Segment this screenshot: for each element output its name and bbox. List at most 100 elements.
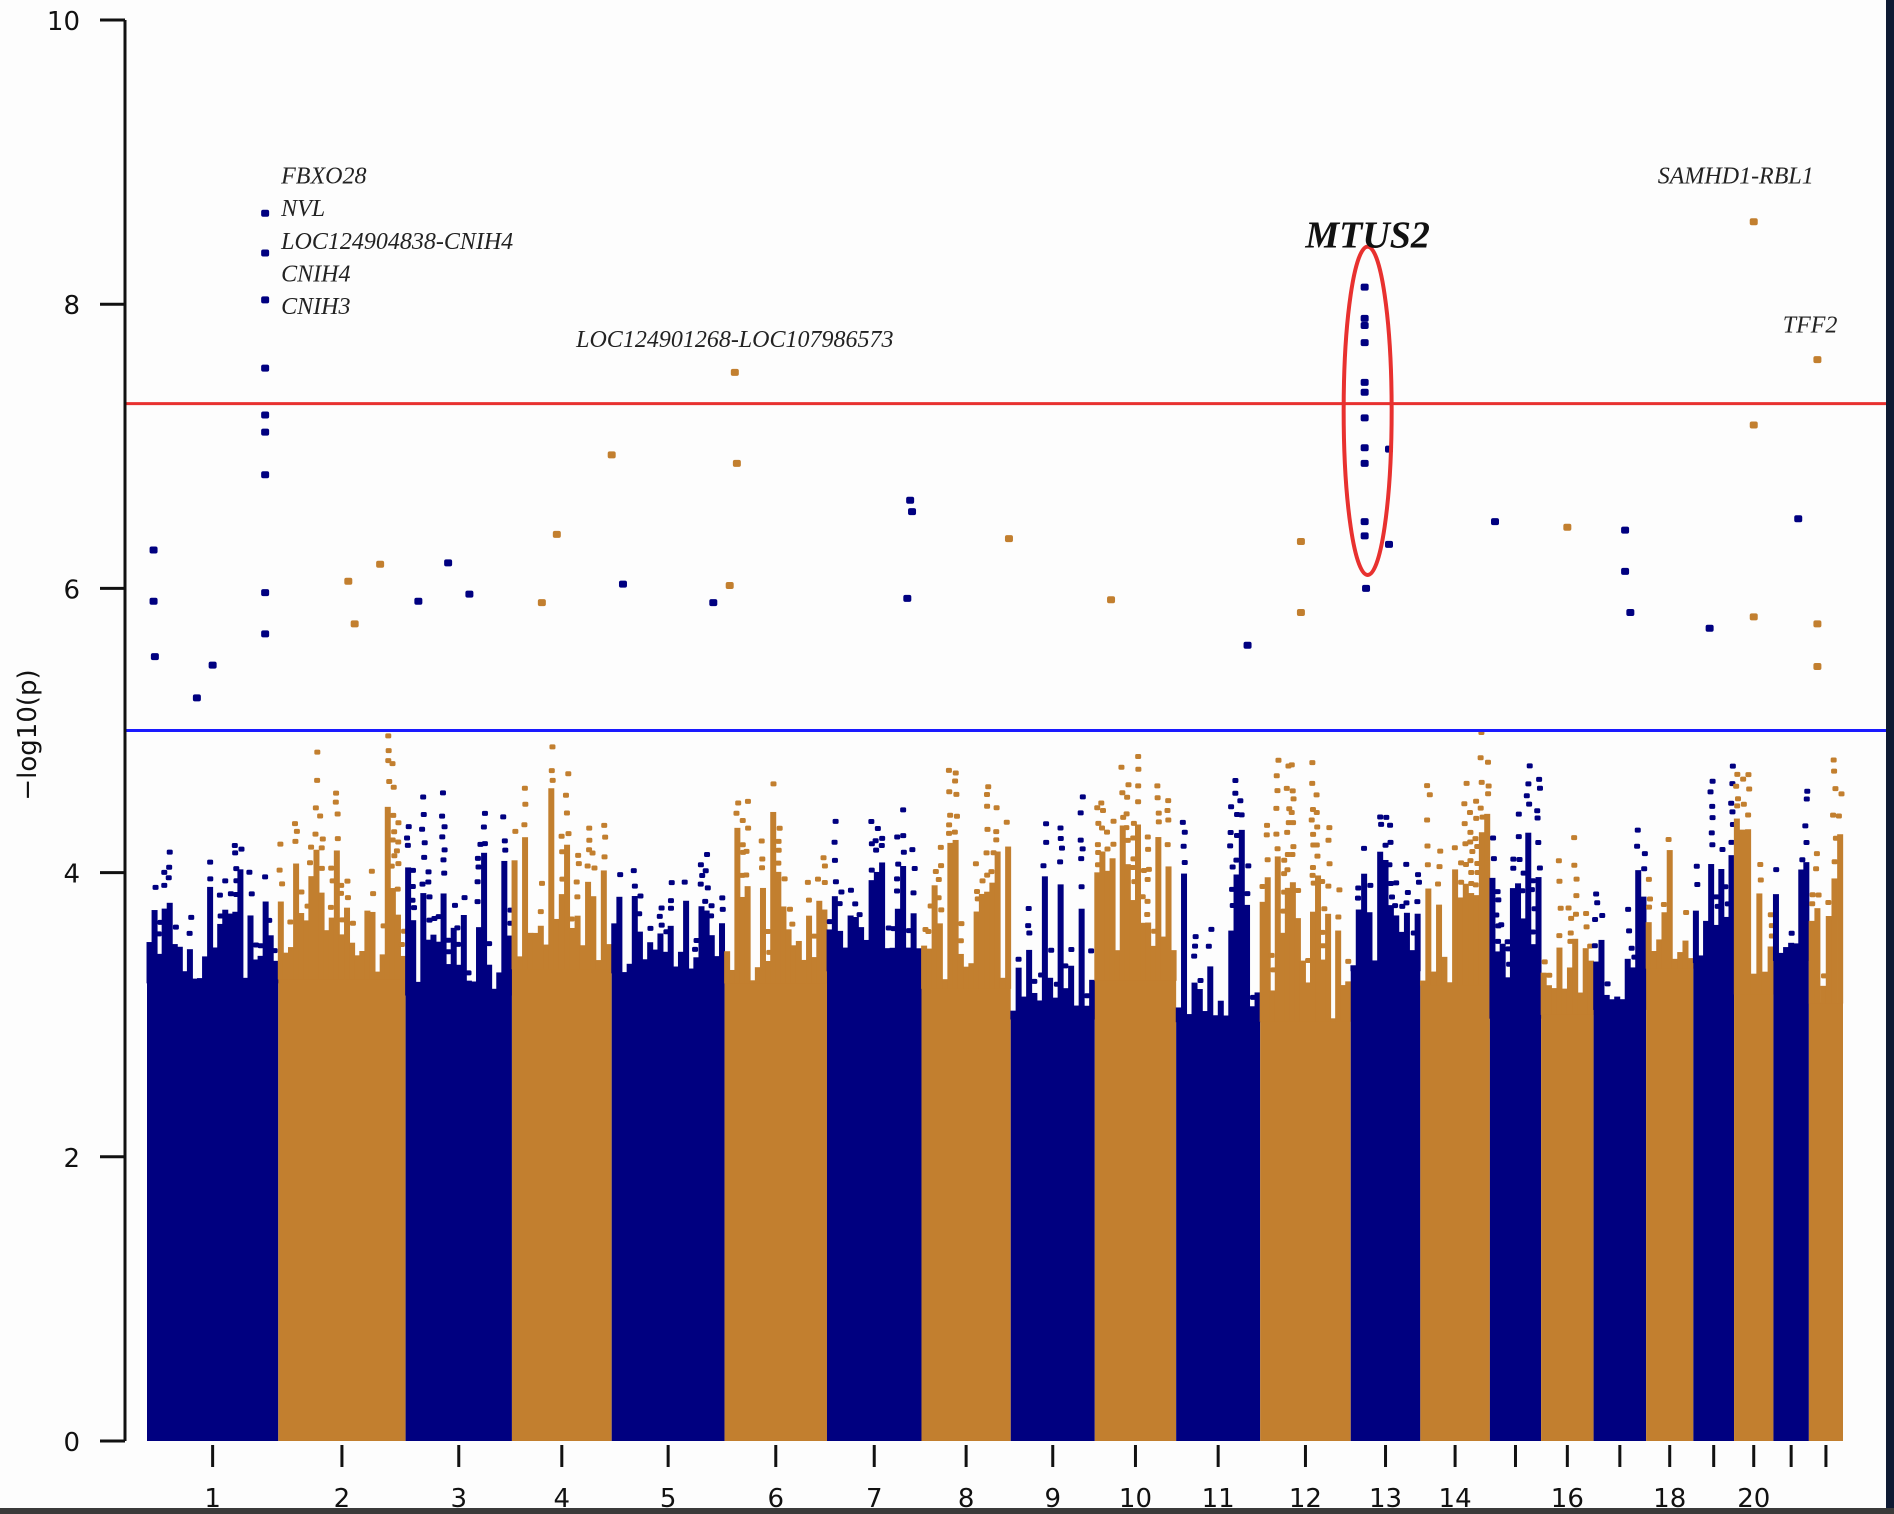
top-snp-point (414, 597, 423, 605)
snp-point (1692, 910, 1699, 964)
snp-point (1728, 855, 1735, 964)
snp-point (708, 903, 715, 909)
snp-point (837, 930, 844, 972)
snp-point (946, 822, 953, 828)
snp-point (1510, 856, 1517, 862)
snp-point (481, 852, 488, 996)
snp-point (181, 971, 188, 984)
snp-point (657, 933, 664, 974)
snp-point (884, 948, 891, 972)
snp-point (601, 822, 608, 828)
snp-point (1025, 923, 1032, 929)
snp-point (1515, 834, 1522, 840)
snp-point (405, 824, 412, 830)
snp-point (398, 941, 405, 947)
snp-point (257, 943, 264, 949)
snp-point (958, 921, 965, 927)
snp-point (1719, 847, 1726, 853)
top-snp-point (261, 296, 270, 304)
snp-point (1461, 801, 1468, 807)
snp-point (1831, 768, 1838, 774)
snp-point (672, 966, 679, 974)
snp-point (878, 843, 885, 849)
snp-point (936, 923, 943, 989)
snp-point (1212, 1015, 1219, 1023)
snp-point (1661, 912, 1668, 969)
top-snp-point (1360, 283, 1369, 291)
snp-point (563, 810, 570, 816)
snp-point (1273, 773, 1280, 779)
snp-point (1472, 836, 1479, 842)
snp-point (1666, 850, 1673, 969)
snp-point (1192, 943, 1199, 949)
snp-point (894, 876, 901, 882)
chromosome-block-16 (1541, 1013, 1594, 1441)
x-tick-label-chr2: 2 (334, 1484, 351, 1514)
snp-point (1310, 831, 1317, 837)
snp-point (500, 814, 507, 820)
snp-point (1238, 812, 1245, 818)
snp-point (1414, 913, 1421, 972)
snp-point (1355, 885, 1362, 891)
snp-point (743, 848, 750, 854)
snp-point (1803, 839, 1810, 845)
top-snp-point (1813, 620, 1822, 628)
snp-point (1734, 803, 1741, 809)
snp-point (1325, 837, 1332, 843)
snp-point (388, 863, 395, 869)
snp-point (573, 879, 580, 885)
snp-point (1709, 778, 1716, 784)
gene-label-loc124901268-loc107986573: LOC124901268-LOC107986573 (575, 327, 893, 353)
snp-point (1462, 841, 1469, 847)
snp-point (1555, 858, 1562, 864)
snp-point (1573, 893, 1580, 899)
snp-point (1259, 884, 1266, 890)
snp-point (565, 831, 572, 837)
top-snp-point (1794, 515, 1803, 523)
snp-point (729, 969, 736, 984)
snp-point (1196, 989, 1203, 1023)
snp-point (217, 923, 224, 984)
snp-point (1336, 887, 1343, 893)
snp-point (1228, 930, 1235, 1023)
snp-point (1529, 878, 1536, 884)
snp-point (1068, 965, 1075, 1020)
snp-point (1804, 788, 1811, 794)
snp-point (465, 980, 472, 996)
snp-point (1802, 823, 1809, 829)
snp-point (1458, 879, 1465, 885)
snp-point (1144, 834, 1151, 840)
snp-point (601, 854, 608, 860)
snp-point (1728, 839, 1735, 845)
snp-point (1197, 977, 1204, 983)
snp-point (465, 970, 472, 976)
snp-point (439, 813, 446, 819)
snp-point (1635, 870, 1642, 1010)
snp-point (589, 850, 596, 856)
snp-point (543, 944, 550, 970)
snp-point (1041, 876, 1048, 1020)
snp-point (872, 838, 879, 844)
snp-point (993, 837, 1000, 843)
snp-point (1529, 929, 1536, 935)
snp-point (1793, 943, 1800, 961)
snp-point (804, 879, 811, 885)
snp-point (1315, 875, 1322, 1022)
snp-point (1598, 939, 1605, 1010)
snp-point (1587, 960, 1594, 1015)
x-tick-label-chr9: 9 (1044, 1484, 1061, 1514)
snp-point (1473, 815, 1480, 821)
top-snp-point (1296, 609, 1305, 617)
snp-point (1813, 851, 1820, 857)
snp-point (276, 867, 283, 873)
snp-point (1593, 891, 1600, 897)
snp-point (1722, 884, 1729, 890)
snp-point (1114, 950, 1121, 981)
snp-point (1345, 981, 1352, 1022)
snp-point (1424, 862, 1431, 868)
snp-point (1237, 798, 1244, 804)
snp-point (1650, 951, 1657, 969)
snp-point (390, 784, 397, 790)
gene-label-cnih3: CNIH3 (281, 294, 350, 320)
snp-point (968, 963, 975, 989)
